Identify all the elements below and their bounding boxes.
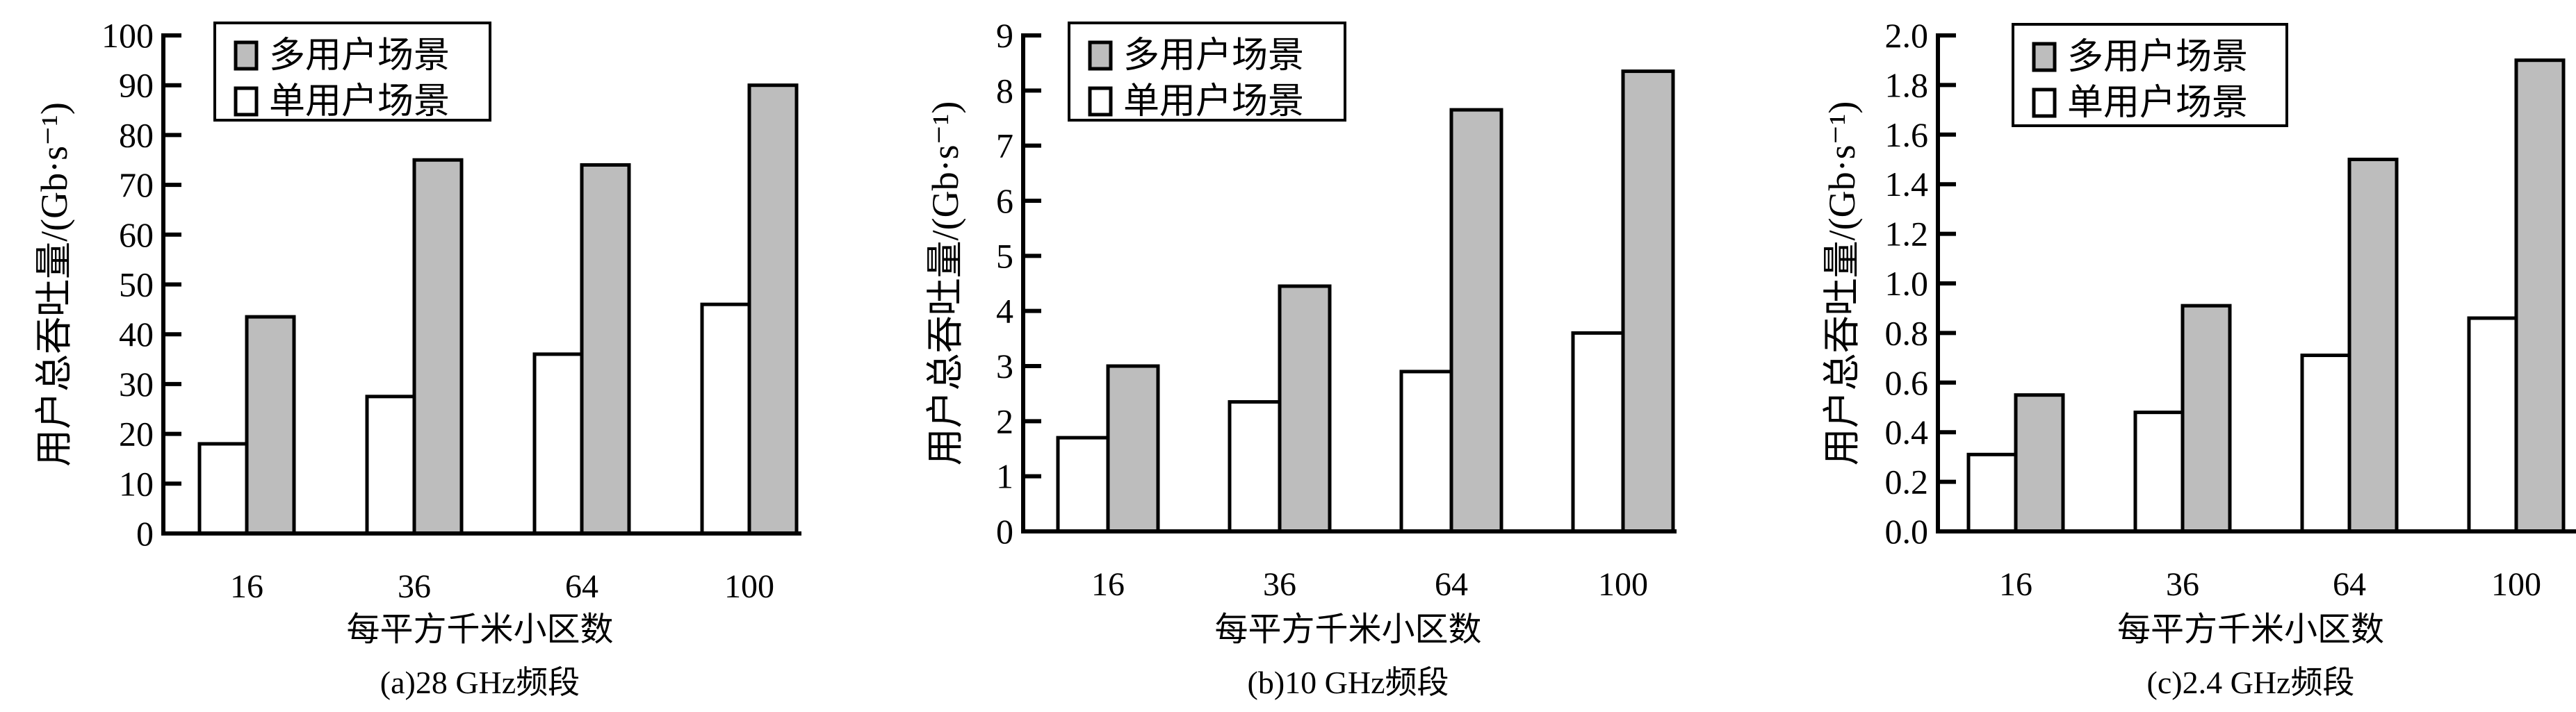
y-tick-label: 20 <box>119 415 154 454</box>
x-axis-label: 每平方千米小区数 <box>346 611 613 648</box>
bar-multi-user-100 <box>2514 58 2566 533</box>
x-tick-label: 16 <box>230 568 263 605</box>
legend-box <box>1068 22 1346 122</box>
bar-multi-user-36 <box>2180 304 2232 533</box>
chart-panel-1: 16 36 64 100 0 1 2 3 4 5 6 7 8 9 用户总吞吐量/(Gb·s⁻¹) 每平方千米小… <box>924 16 1677 700</box>
legend-box <box>213 22 491 122</box>
x-tick-label: 100 <box>2491 566 2541 603</box>
bar-multi-user-36 <box>412 158 464 536</box>
y-tick-label: 30 <box>119 365 154 404</box>
bar-multi-user-64 <box>580 163 631 536</box>
bar-multi-user-64 <box>2347 158 2399 533</box>
x-tick-label: 16 <box>1999 566 2032 603</box>
y-axis-label: 用户总吞吐量/(Gb·s⁻¹) <box>1821 101 1863 466</box>
bar-multi-user-36 <box>1278 284 1332 533</box>
bar-single-user-16 <box>1966 452 2018 533</box>
y-tick-label: 0.4 <box>1885 413 1929 452</box>
bar-single-user-36 <box>2133 411 2185 533</box>
y-tick-label: 0 <box>996 512 1013 551</box>
bar-single-user-64 <box>1399 370 1453 533</box>
y-tick-label: 70 <box>119 165 154 204</box>
x-tick-label: 36 <box>1263 566 1296 603</box>
bar-single-user-100 <box>1571 331 1625 533</box>
legend-label: 多用户场景 <box>1123 36 1304 76</box>
bar-single-user-64 <box>532 352 584 536</box>
x-tick-label: 64 <box>1435 566 1468 603</box>
legend-swatch-single-user <box>234 86 259 117</box>
legend-label: 单用户场景 <box>1123 82 1304 122</box>
legend-box <box>2012 23 2288 127</box>
bar-single-user-100 <box>2467 316 2518 533</box>
x-tick-label: 64 <box>2333 566 2366 603</box>
legend-swatch-multi-user <box>234 40 259 71</box>
y-tick-label: 60 <box>119 215 154 254</box>
y-tick-label: 90 <box>119 66 154 105</box>
y-tick-label: 9 <box>996 16 1013 55</box>
bar-single-user-100 <box>700 302 751 536</box>
x-axis-label: 每平方千米小区数 <box>2117 611 2384 648</box>
y-tick-label: 1.0 <box>1885 264 1929 303</box>
bar-single-user-64 <box>2300 354 2351 533</box>
legend-label: 多用户场景 <box>269 36 450 76</box>
x-axis-label: 每平方千米小区数 <box>1214 611 1481 648</box>
x-tick-label: 36 <box>398 568 431 605</box>
y-tick-label: 0.0 <box>1885 512 1929 551</box>
chart-caption: (a)28 GHz频段 <box>380 665 580 700</box>
y-tick-label: 1.4 <box>1885 165 1929 204</box>
bar-single-user-16 <box>1056 436 1110 533</box>
y-tick-label: 0 <box>136 514 154 553</box>
bar-single-user-16 <box>197 442 249 536</box>
legend-swatch-single-user <box>1088 86 1113 117</box>
legend-swatch-multi-user <box>1088 40 1113 71</box>
y-tick-label: 7 <box>996 126 1013 165</box>
y-tick-label: 2 <box>996 401 1013 440</box>
x-tick-label: 100 <box>724 568 774 605</box>
y-tick-label: 80 <box>119 115 154 154</box>
y-tick-label: 1.2 <box>1885 215 1929 254</box>
bar-multi-user-100 <box>747 83 799 536</box>
legend-label: 单用户场景 <box>269 82 450 122</box>
y-tick-label: 10 <box>119 464 154 503</box>
legend-swatch-single-user <box>2032 88 2057 118</box>
y-tick-label: 5 <box>996 236 1013 275</box>
chart-caption: (b)10 GHz频段 <box>1248 665 1449 700</box>
y-tick-label: 8 <box>996 71 1013 110</box>
y-tick-label: 0.6 <box>1885 363 1929 402</box>
y-tick-label: 1.6 <box>1885 115 1929 154</box>
x-tick-label: 36 <box>2166 566 2199 603</box>
bar-single-user-36 <box>365 395 416 536</box>
y-axis-label: 用户总吞吐量/(Gb·s⁻¹) <box>924 101 966 466</box>
chart-caption: (c)2.4 GHz频段 <box>2147 665 2355 700</box>
x-tick-label: 64 <box>565 568 598 605</box>
x-tick-label: 16 <box>1091 566 1125 603</box>
y-tick-label: 2.0 <box>1885 16 1929 55</box>
legend-label: 单用户场景 <box>2067 83 2248 123</box>
y-tick-label: 3 <box>996 347 1013 386</box>
y-tick-label: 100 <box>101 16 154 55</box>
bar-single-user-36 <box>1228 400 1282 533</box>
y-tick-label: 40 <box>119 315 154 354</box>
y-tick-label: 0.2 <box>1885 463 1929 502</box>
legend-label: 多用户场景 <box>2067 38 2248 77</box>
y-tick-label: 0.8 <box>1885 313 1929 352</box>
bar-multi-user-64 <box>1449 108 1503 533</box>
bar-multi-user-100 <box>1621 69 1675 533</box>
y-axis-label: 用户总吞吐量/(Gb·s⁻¹) <box>33 102 75 467</box>
y-tick-label: 6 <box>996 181 1013 220</box>
y-tick-label: 50 <box>119 265 154 304</box>
y-tick-label: 1 <box>996 457 1013 496</box>
x-tick-label: 100 <box>1598 566 1648 603</box>
chart-panel-0: 16 36 64 100 0 10 20 30 40 50 60 70 80 90 100 用户总吞吐量/(G… <box>33 16 801 700</box>
bar-multi-user-16 <box>1106 364 1160 533</box>
bar-multi-user-16 <box>245 315 296 536</box>
bar-multi-user-16 <box>2014 393 2065 533</box>
legend-swatch-multi-user <box>2032 42 2057 72</box>
y-tick-label: 4 <box>996 292 1013 331</box>
chart-panel-2: 16 36 64 100 0.0 0.2 0.4 0.6 0.8 1.0 1.2 1.4 1.6 1.8 2… <box>1821 16 2576 700</box>
y-tick-label: 1.8 <box>1885 65 1929 104</box>
